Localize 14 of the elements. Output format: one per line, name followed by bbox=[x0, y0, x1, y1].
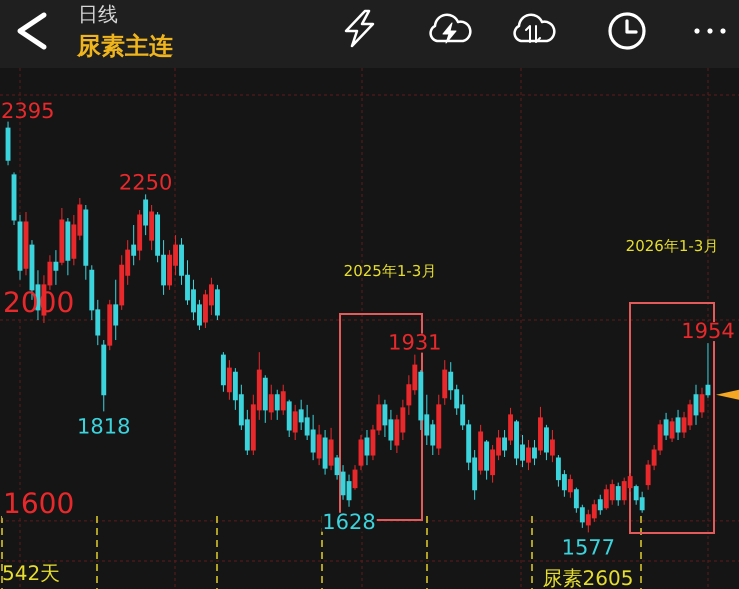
annotation: 2250 bbox=[118, 170, 172, 194]
chart-title: 尿素主连 bbox=[76, 32, 173, 60]
annotation: 1954 bbox=[681, 319, 735, 344]
y-tick-label: 1600 bbox=[3, 486, 74, 520]
text: 尿素2605 bbox=[542, 566, 634, 589]
annotation: 2026年1-3月 bbox=[626, 237, 718, 255]
chart-subtitle: 日线 bbox=[78, 2, 118, 26]
annotation: 2395 bbox=[1, 99, 54, 123]
annotation: 1931 bbox=[388, 330, 442, 355]
annotation: 1628 bbox=[322, 510, 376, 534]
annotation: 1818 bbox=[77, 414, 130, 438]
annotation: 542天 bbox=[2, 561, 60, 585]
annotation: 1577 bbox=[562, 535, 616, 560]
annotation: 2025年1-3月 bbox=[344, 262, 436, 280]
